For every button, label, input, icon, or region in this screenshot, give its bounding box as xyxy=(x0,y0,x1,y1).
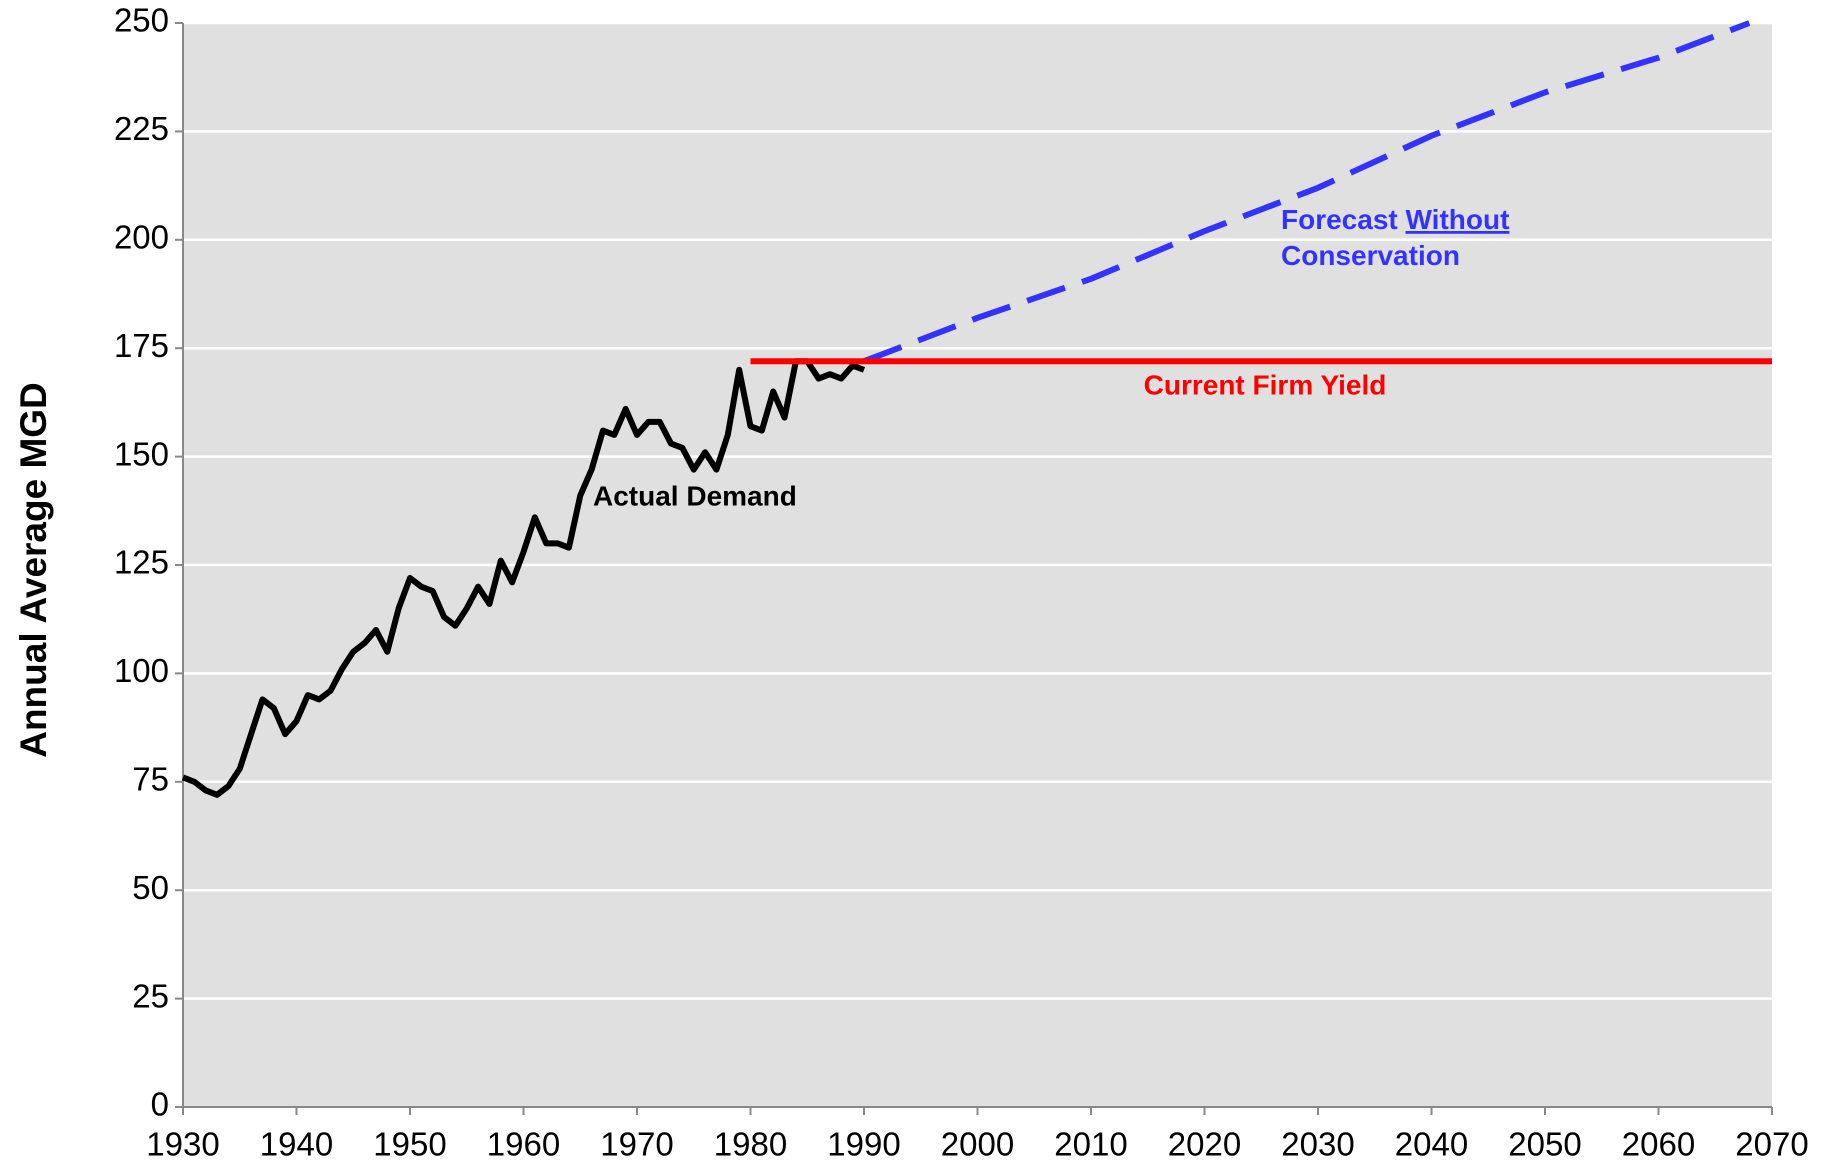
x-tick-label: 2070 xyxy=(1735,1126,1808,1163)
series-label: Forecast Without Conservation xyxy=(1281,204,1509,271)
y-tick-label: 250 xyxy=(114,2,169,39)
y-tick-label: 100 xyxy=(114,652,169,689)
y-tick-label: 175 xyxy=(114,327,169,364)
x-tick-label: 2010 xyxy=(1054,1126,1127,1163)
series-line xyxy=(181,358,866,798)
x-tick-label: 1940 xyxy=(260,1126,333,1163)
y-tick-label: 75 xyxy=(132,761,169,798)
x-tick-label: 1970 xyxy=(600,1126,673,1163)
y-tick-label: 150 xyxy=(114,435,169,472)
x-tick-label: 2000 xyxy=(941,1126,1014,1163)
x-tick-label: 2050 xyxy=(1508,1126,1581,1163)
x-tick-label: 1960 xyxy=(487,1126,560,1163)
x-tick-label: 1930 xyxy=(146,1126,219,1163)
y-tick-label: 200 xyxy=(114,219,169,256)
series-line xyxy=(862,20,1751,365)
x-tick-label: 1980 xyxy=(714,1126,787,1163)
y-tick-label: 125 xyxy=(114,544,169,581)
x-tick-label: 2040 xyxy=(1395,1126,1468,1163)
y-axis-label: Annual Average MGD xyxy=(13,382,54,758)
x-tick-label: 1950 xyxy=(373,1126,446,1163)
x-tick-label: 1990 xyxy=(827,1126,900,1163)
y-tick-label: 50 xyxy=(132,869,169,906)
y-tick-label: 25 xyxy=(132,977,169,1014)
series-label: Current Firm Yield xyxy=(1144,369,1387,400)
series-label: Actual Demand xyxy=(593,480,797,511)
y-tick-label: 0 xyxy=(151,1086,169,1123)
x-tick-label: 2060 xyxy=(1622,1126,1695,1163)
y-tick-label: 225 xyxy=(114,110,169,147)
x-tick-label: 2020 xyxy=(1168,1126,1241,1163)
x-tick-label: 2030 xyxy=(1281,1126,1354,1163)
